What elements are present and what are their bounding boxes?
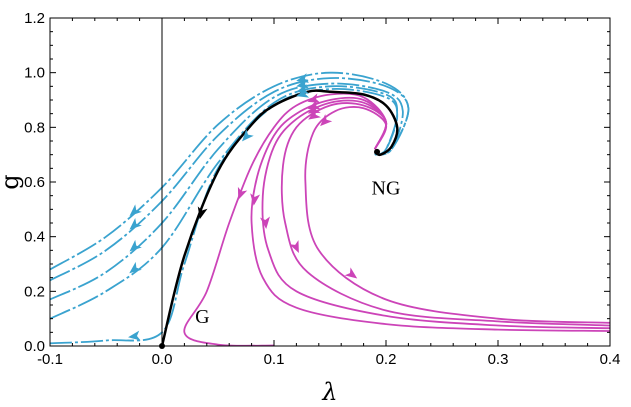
blue-flow-arrow [129, 217, 142, 230]
blue-flow-line [50, 85, 399, 320]
y-tick-label: 1.2 [24, 10, 45, 27]
x-axis-label: λ [321, 378, 337, 406]
blue-flow-line [50, 71, 410, 271]
magenta-flow-line [304, 106, 610, 324]
y-tick-label: 1.0 [24, 65, 45, 82]
y-tick-label: 0.8 [24, 119, 45, 136]
flow-arrows [128, 73, 381, 349]
x-tick-label: 0.4 [600, 351, 621, 368]
magenta-flow-arrow [250, 193, 261, 206]
annotation-ng: NG [372, 177, 401, 199]
gaussian-fixed-point [159, 343, 165, 349]
y-axis-label: g [0, 174, 24, 189]
magenta-flow-arrow [307, 93, 321, 103]
x-tick-label: 0.1 [264, 351, 285, 368]
blue-flow-line [50, 77, 410, 282]
y-tick-label: 0.2 [24, 283, 45, 300]
annotation-g: G [195, 306, 209, 328]
blue-flow-arrow [128, 330, 141, 341]
flow-lines [50, 71, 610, 346]
blue-flow-arrow [129, 261, 142, 274]
blue-flow-line [50, 87, 399, 345]
y-tick-label: 0.0 [24, 338, 45, 355]
black-flow-line [160, 89, 399, 346]
x-tick-label: 0.3 [488, 351, 509, 368]
x-tick-label: 0.0 [152, 351, 173, 368]
axis-ticks: -0.1 0.0 0.1 0.2 0.3 0.40.00.20.40.60.81.01.2 [24, 10, 620, 368]
magenta-flow-arrow [260, 216, 270, 229]
magenta-flow-arrow [307, 103, 321, 114]
magenta-flow-arrow [307, 99, 321, 110]
plot-frame [49, 17, 611, 347]
blue-flow-arrow [242, 129, 254, 142]
blue-flow-line [50, 82, 404, 301]
y-tick-label: 0.6 [24, 174, 45, 191]
non-gaussian-fixed-point [374, 148, 381, 155]
blue-flow-arrow [296, 84, 310, 94]
magenta-flow-arrow [237, 186, 248, 200]
magenta-flow-arrow [320, 114, 333, 127]
blue-flow-arrow [129, 239, 142, 252]
blue-flow-arrow [296, 88, 310, 98]
magenta-flow-arrow [344, 267, 358, 279]
magenta-flow-line [261, 99, 610, 330]
magenta-flow-arrow [308, 108, 321, 120]
magenta-flow-line [250, 96, 610, 332]
blue-flow-arrow [129, 204, 142, 217]
y-tick-label: 0.4 [24, 229, 45, 246]
magenta-flow-arrow [289, 240, 299, 254]
magenta-flow-line [183, 92, 388, 346]
black-flow-arrow [197, 206, 208, 220]
x-tick-label: -0.1 [37, 351, 63, 368]
x-tick-label: 0.2 [376, 351, 397, 368]
magenta-flow-line [280, 102, 610, 327]
